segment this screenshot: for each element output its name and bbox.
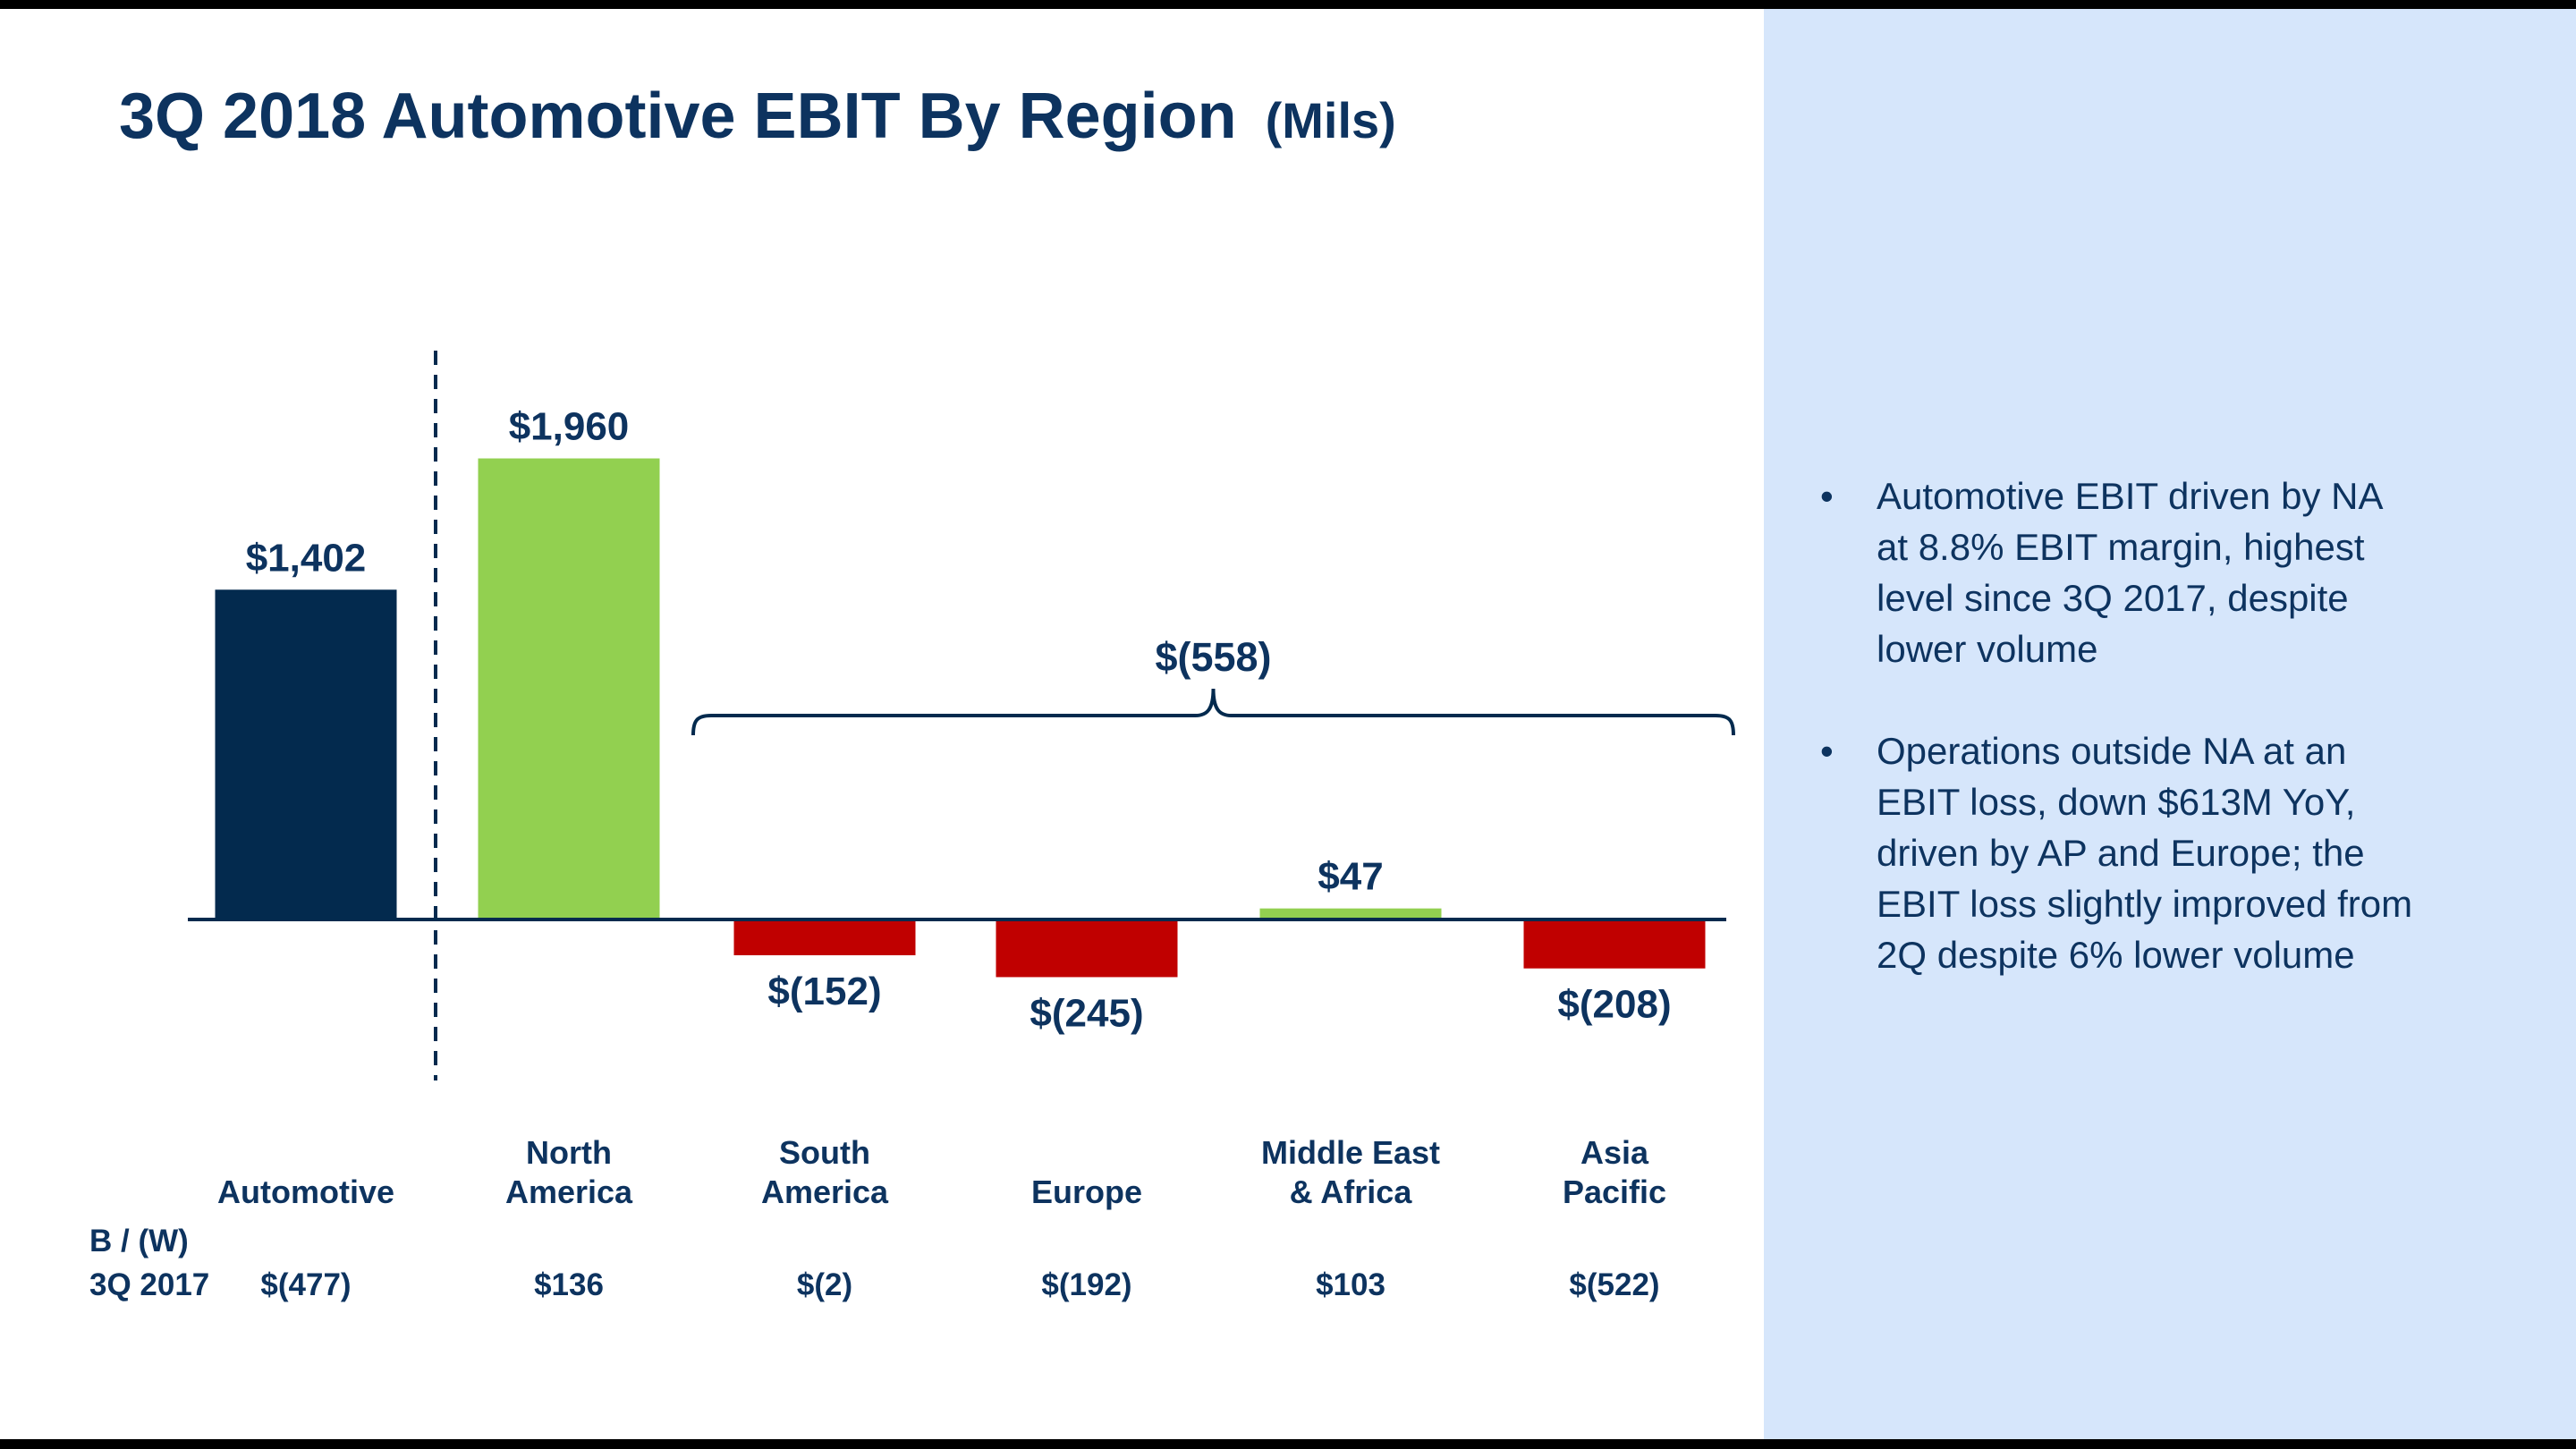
bar-value-label-asia-pacific: $(208) (1557, 983, 1671, 1027)
bar-asia-pacific (1523, 919, 1706, 969)
byw-value-middle-east-africa: $103 (1316, 1267, 1385, 1302)
bullet-item-1: • Automotive EBIT driven by NA at 8.8% EBI… (1820, 470, 2544, 674)
bullet-marker: • (1820, 475, 1834, 517)
bullet-marker: • (1820, 730, 1834, 772)
bar-south-america (733, 919, 916, 955)
bar-value-label-middle-east-africa: $47 (1318, 855, 1383, 899)
bar-value-label-europe: $(245) (1030, 991, 1143, 1035)
category-label-north-america: North (526, 1134, 612, 1171)
category-label-north-america: America (505, 1174, 633, 1210)
byw-value-europe: $(192) (1041, 1267, 1131, 1302)
byw-row-header: B / (W) (89, 1224, 189, 1258)
category-label-middle-east-africa: & Africa (1290, 1174, 1413, 1210)
category-label-asia-pacific: Asia (1580, 1134, 1649, 1171)
bar-value-label-automotive: $1,402 (246, 536, 367, 580)
category-label-middle-east-africa: Middle East (1261, 1134, 1440, 1171)
bullet-text: Automotive EBIT driven by NA at 8.8% EBIT… (1877, 475, 2384, 670)
outside-na-aggregate-brace (691, 688, 1735, 736)
byw-row-period: 3Q 2017 (89, 1267, 209, 1302)
category-label-south-america: South (779, 1134, 870, 1171)
category-label-south-america: America (761, 1174, 889, 1210)
outside-na-aggregate-value-label: $(558) (1155, 634, 1271, 680)
byw-value-south-america: $(2) (797, 1267, 852, 1302)
category-label-europe: Europe (1031, 1174, 1142, 1210)
page-title-units: (Mils) (1265, 92, 1396, 148)
byw-value-asia-pacific: $(522) (1569, 1267, 1659, 1302)
bar-automotive (215, 589, 397, 919)
category-label-automotive: Automotive (217, 1174, 394, 1210)
top-border (0, 0, 2576, 9)
bar-north-america (478, 458, 660, 919)
byw-value-automotive: $(477) (260, 1267, 351, 1302)
bottom-border (0, 1439, 2576, 1449)
bullet-text: Operations outside NA at an EBIT loss, do… (1877, 730, 2413, 976)
byw-value-north-america: $136 (534, 1267, 604, 1302)
bullet-item-2: • Operations outside NA at an EBIT loss, d… (1820, 725, 2544, 980)
bar-europe (996, 919, 1178, 978)
category-label-asia-pacific: Pacific (1563, 1174, 1666, 1210)
bullet-list: • Automotive EBIT driven by NA at 8.8% EBI… (1764, 9, 2576, 980)
page-title-text: 3Q 2018 Automotive EBIT By Region (119, 80, 1237, 152)
commentary-panel: • Automotive EBIT driven by NA at 8.8% EBI… (1764, 9, 2576, 1439)
bar-value-label-south-america: $(152) (767, 970, 881, 1013)
page-title: 3Q 2018 Automotive EBIT By Region (Mils) (119, 79, 1396, 158)
bar-middle-east-africa (1259, 908, 1442, 919)
bar-value-label-north-america: $1,960 (509, 405, 630, 449)
